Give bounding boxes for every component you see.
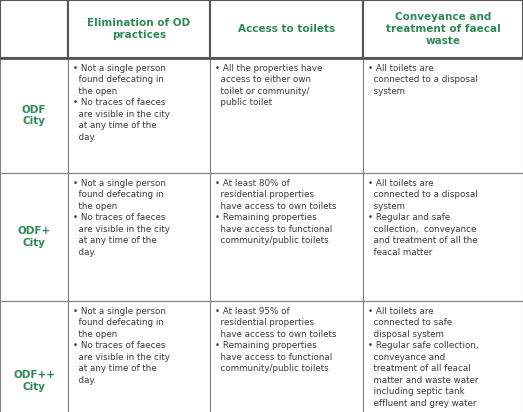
Text: Access to toilets: Access to toilets: [238, 24, 335, 34]
Bar: [68, 0, 210, 58]
Bar: [0, 0, 68, 58]
Bar: [210, 173, 363, 301]
Text: • Not a single person
  found defecating in
  the open
• No traces of faeces
  a: • Not a single person found defecating i…: [73, 179, 170, 257]
Text: ODF+
City: ODF+ City: [17, 226, 51, 248]
Text: ODF++
City: ODF++ City: [13, 370, 55, 392]
Text: • Not a single person
  found defecating in
  the open
• No traces of faeces
  a: • Not a single person found defecating i…: [73, 307, 170, 385]
Bar: [363, 58, 523, 173]
Bar: [210, 58, 363, 173]
Bar: [68, 173, 210, 301]
Bar: [210, 0, 363, 58]
Text: ODF
City: ODF City: [22, 105, 46, 126]
Bar: [363, 0, 523, 58]
Text: • Not a single person
  found defecating in
  the open
• No traces of faeces
  a: • Not a single person found defecating i…: [73, 64, 170, 142]
Text: Conveyance and
treatment of faecal
waste: Conveyance and treatment of faecal waste: [385, 12, 501, 47]
Text: • All toilets are
  connected to a disposal
  system
• Regular and safe
  collec: • All toilets are connected to a disposa…: [368, 179, 478, 257]
Bar: [0, 301, 68, 412]
Bar: [210, 301, 363, 412]
Text: • All toilets are
  connected to safe
  disposal system
• Regular safe collectio: • All toilets are connected to safe disp…: [368, 307, 479, 407]
Bar: [68, 301, 210, 412]
Bar: [363, 301, 523, 412]
Text: • At least 80% of
  residential properties
  have access to own toilets
• Remain: • At least 80% of residential properties…: [215, 179, 336, 245]
Bar: [0, 58, 68, 173]
Bar: [0, 173, 68, 301]
Text: • At least 95% of
  residential properties
  have access to own toilets
• Remain: • At least 95% of residential properties…: [215, 307, 336, 373]
Bar: [363, 173, 523, 301]
Text: • All the properties have
  access to either own
  toilet or community/
  public: • All the properties have access to eith…: [215, 64, 322, 108]
Text: • All toilets are
  connected to a disposal
  system: • All toilets are connected to a disposa…: [368, 64, 478, 96]
Bar: [68, 58, 210, 173]
Text: Elimination of OD
practices: Elimination of OD practices: [87, 18, 190, 40]
